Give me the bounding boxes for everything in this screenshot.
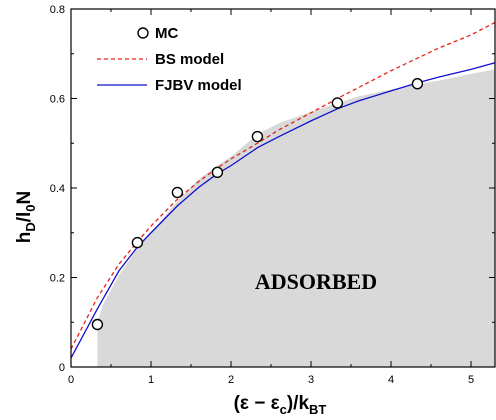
x-tick-label: 0 [68,374,74,386]
y-tick-label: 0.4 [50,183,65,195]
ticks-layer: 0 1 2 3 4 5 0 0.2 0.4 0.6 0.8 [50,4,495,386]
legend: MC BS model FJBV model [97,25,242,94]
legend-fjbv-label: FJBV model [155,77,242,94]
x-tick-label: 3 [308,374,314,386]
adsorbed-region-layer [97,69,496,367]
mc-data-point [131,236,144,249]
region-label: ADSORBED [255,269,377,294]
mc-data-point [171,186,184,199]
x-tick-label: 4 [388,374,394,386]
legend-bs-label: BS model [155,51,224,68]
x-axis-title: (ε − εc)/kBT [234,393,327,417]
mc-data-point [91,318,104,331]
adsorbed-region-area [97,69,496,367]
mc-markers-layer [91,78,424,331]
y-tick-label: 0 [59,362,65,374]
y-tick-label: 0.6 [50,94,65,106]
mc-data-point [211,166,224,179]
legend-mc-marker [137,27,149,39]
x-tick-label: 2 [228,374,234,386]
legend-mc-label: MC [155,25,178,42]
x-tick-label: 1 [148,374,154,386]
mc-data-point [331,97,344,109]
x-tick-label: 5 [468,374,474,386]
y-tick-label: 0.8 [50,4,65,16]
mc-data-point [411,78,424,90]
y-axis-title: hD/l0N [14,191,38,244]
y-tick-label: 0.2 [50,273,65,285]
mc-data-point [251,130,264,143]
